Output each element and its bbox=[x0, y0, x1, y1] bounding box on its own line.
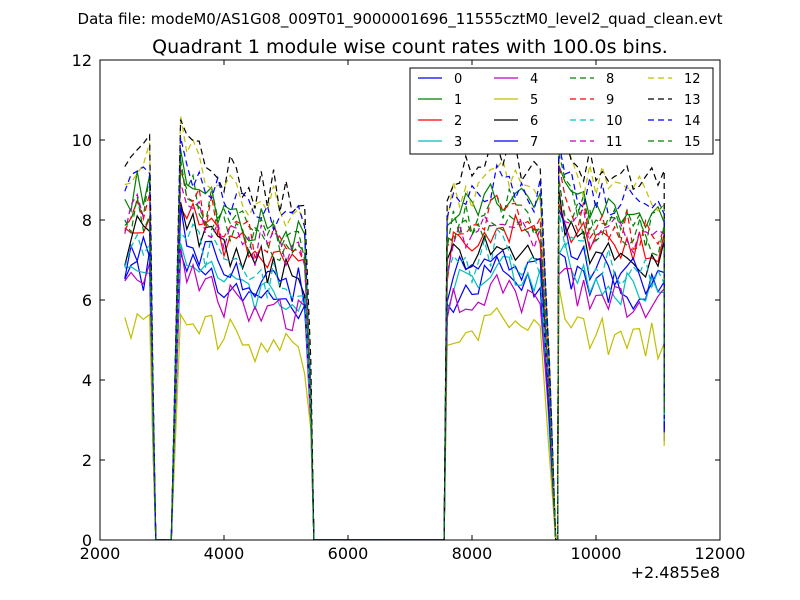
series-line-9 bbox=[124, 163, 665, 540]
legend-label-7: 7 bbox=[530, 135, 538, 150]
y-tick-label: 0 bbox=[82, 531, 92, 550]
legend-label-11: 11 bbox=[606, 135, 623, 150]
legend-label-12: 12 bbox=[684, 72, 701, 87]
legend-label-4: 4 bbox=[530, 72, 538, 87]
legend-label-1: 1 bbox=[454, 93, 462, 108]
series-line-11 bbox=[124, 177, 665, 540]
y-tick-label: 10 bbox=[72, 131, 92, 150]
series-line-2 bbox=[124, 201, 665, 540]
x-offset-label: +2.4855e8 bbox=[631, 563, 720, 582]
x-tick-label: 12000 bbox=[695, 544, 746, 563]
series-line-1 bbox=[124, 149, 665, 540]
y-tick-label: 8 bbox=[82, 211, 92, 230]
series-line-7 bbox=[124, 206, 665, 540]
series-line-13 bbox=[124, 109, 665, 540]
legend-label-0: 0 bbox=[454, 72, 462, 87]
legend-box bbox=[409, 67, 714, 155]
chart-suptitle: Data file: modeM0/AS1G08_009T01_90000016… bbox=[78, 10, 723, 29]
legend-label-2: 2 bbox=[454, 114, 462, 129]
x-tick-label: 10000 bbox=[571, 544, 622, 563]
legend-label-6: 6 bbox=[530, 114, 538, 129]
series-line-10 bbox=[124, 210, 665, 540]
x-tick-label: 8000 bbox=[452, 544, 493, 563]
legend-label-9: 9 bbox=[606, 93, 614, 108]
x-tick-label: 6000 bbox=[328, 544, 369, 563]
legend-label-8: 8 bbox=[606, 72, 614, 87]
x-tick-label: 4000 bbox=[204, 544, 245, 563]
legend-label-15: 15 bbox=[684, 135, 701, 150]
series-layer bbox=[124, 109, 665, 540]
legend-label-10: 10 bbox=[606, 114, 623, 129]
legend-label-14: 14 bbox=[684, 114, 701, 129]
y-tick-label: 12 bbox=[72, 51, 92, 70]
series-line-12 bbox=[124, 115, 665, 540]
series-line-8 bbox=[124, 152, 665, 540]
series-line-15 bbox=[124, 159, 665, 540]
y-tick-label: 6 bbox=[82, 291, 92, 310]
chart-title: Quadrant 1 module wise count rates with … bbox=[152, 36, 668, 58]
series-line-5 bbox=[124, 285, 665, 540]
legend-label-5: 5 bbox=[530, 93, 538, 108]
series-line-0 bbox=[124, 250, 665, 540]
series-line-14 bbox=[124, 137, 665, 540]
y-tick-label: 4 bbox=[82, 371, 92, 390]
series-line-4 bbox=[124, 247, 665, 540]
y-tick-label: 2 bbox=[82, 451, 92, 470]
series-line-3 bbox=[124, 241, 665, 540]
legend-label-13: 13 bbox=[684, 93, 701, 108]
legend-label-3: 3 bbox=[454, 135, 462, 150]
x-tick-label: 2000 bbox=[80, 544, 121, 563]
